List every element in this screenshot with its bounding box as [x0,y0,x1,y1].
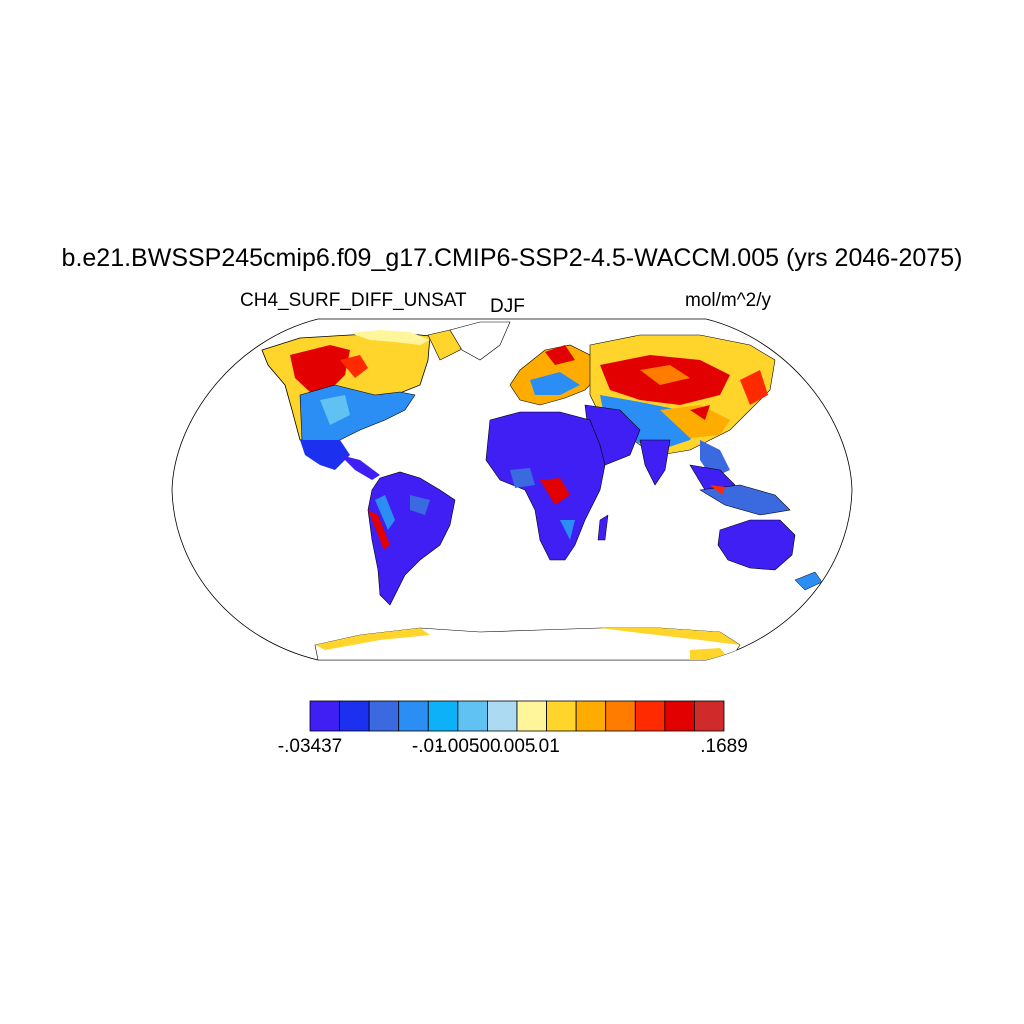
colorbar-tick-label: -.03437 [277,736,343,757]
south-asia [639,439,791,516]
colorbar-tick-label: -.01 [411,736,445,757]
colorbar-tick-label: -.005 [436,736,480,757]
colorbar-tick-label: .005 [498,736,536,757]
colorbar-tick-label: .1689 [700,736,748,757]
colorbar-tick-label: .00 [474,736,501,757]
australia [717,519,796,571]
colorbar-tick-label: .01 [533,736,560,757]
europe [509,344,601,406]
greenland [449,321,511,361]
variable-name-label: CH4_SURF_DIFF_UNSAT [240,290,467,311]
antarctica [314,627,741,660]
season-label: DJF [490,296,525,317]
south-america [367,471,456,606]
africa [485,411,609,561]
units-label: mol/m^2/y [685,290,771,311]
plot-title: b.e21.BWSSP245cmip6.f09_g17.CMIP6-SSP2-4… [61,244,963,272]
